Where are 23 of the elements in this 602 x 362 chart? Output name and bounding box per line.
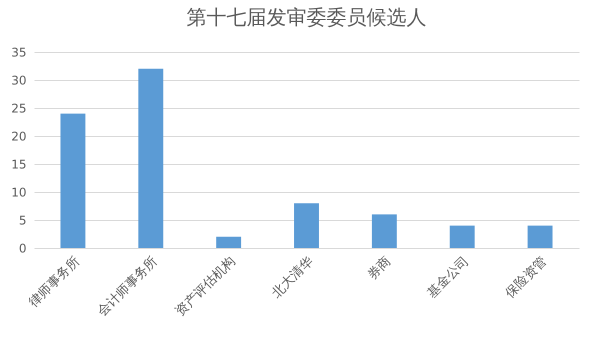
bar (528, 226, 553, 248)
chart-title: 第十七届发审委委员候选人 (186, 5, 426, 29)
bar (216, 236, 242, 248)
x-tick-label: 保险资管 (502, 254, 550, 302)
x-tick-label: 基金公司 (424, 254, 472, 302)
y-tick-label: 10 (11, 186, 26, 200)
bar (372, 214, 397, 248)
y-tick-label: 15 (11, 158, 26, 172)
bar (60, 114, 86, 248)
bar (450, 226, 475, 248)
x-tick-label: 券商 (365, 254, 394, 283)
y-tick-label: 30 (11, 74, 26, 88)
x-tick-label: 资产评估机构 (172, 254, 239, 320)
y-tick-label: 5 (18, 214, 26, 228)
bar (138, 68, 164, 248)
y-tick-label: 20 (11, 130, 26, 144)
x-tick-label: 律师事务所 (26, 254, 83, 310)
x-tick-label: 会计师事务所 (94, 254, 161, 320)
y-tick-label: 25 (11, 102, 26, 116)
y-tick-label: 0 (18, 242, 26, 256)
y-tick-label: 35 (11, 46, 26, 60)
bar (294, 203, 319, 248)
x-tick-label: 北大清华 (269, 254, 316, 302)
